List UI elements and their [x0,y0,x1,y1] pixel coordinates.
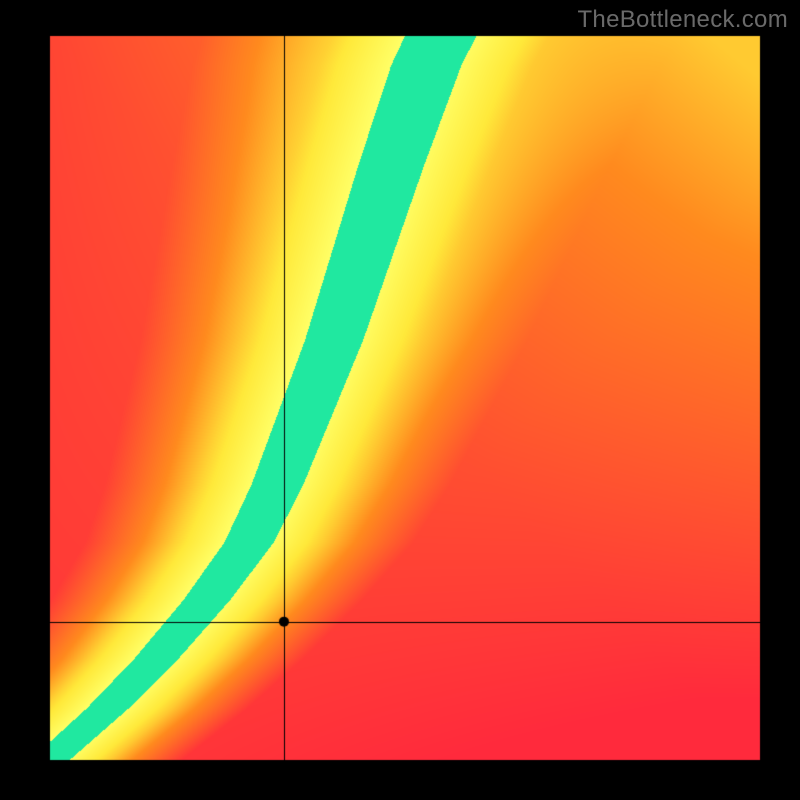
bottleneck-heatmap [0,0,800,800]
watermark-text: TheBottleneck.com [577,6,788,34]
